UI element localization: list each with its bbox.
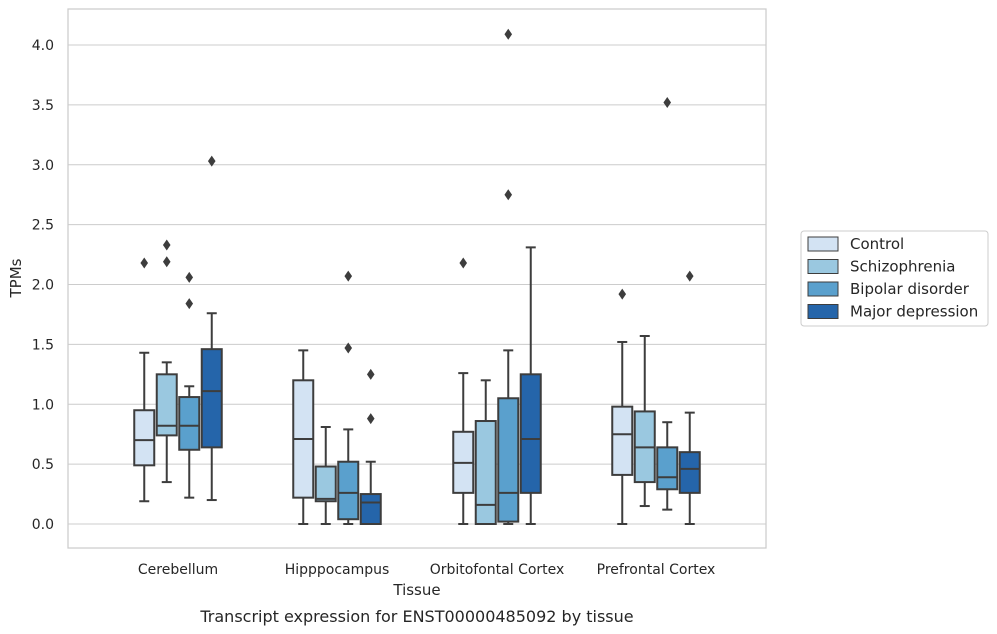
box [474,379,497,526]
x-tick-label: Hipppocampus [285,562,390,578]
box [200,155,223,502]
y-tick-label: 3.5 [32,98,54,114]
y-tick-label: 1.5 [32,337,54,353]
y-tick-label: 2.0 [32,278,54,294]
outlier-point [663,96,672,108]
box [497,28,520,525]
outlier-point [366,413,375,425]
x-tick-labels: Cerebellum Hipppocampus Orbitofontal Corte… [138,562,715,578]
box-body [314,465,337,503]
legend-swatch [807,236,839,252]
legend-swatch [807,304,839,319]
legend-items: Control Schizophrenia Bipolar disorder Majo… [807,235,978,321]
y-axis-title: TPMs [7,258,25,298]
x-axis-title: Tissue [392,581,440,599]
box [633,334,656,508]
box [155,239,178,484]
box-body [656,446,679,491]
outlier-point [162,239,171,251]
box-series [133,257,634,525]
outlier-point [162,256,171,268]
box-body [359,493,382,525]
y-tick-label: 1.0 [32,397,54,413]
y-tick-label: 0.0 [32,517,54,533]
box-body [133,409,156,467]
legend-label: Major depression [850,303,978,321]
legend: Control Schizophrenia Bipolar disorder Majo… [800,230,989,327]
box-series [155,239,656,526]
y-tick-labels: 0.0 0.5 1.0 1.5 2.0 2.5 3.0 3.5 4.0 [32,38,54,533]
outlier-point [344,270,353,282]
legend-swatch [807,259,839,274]
box [178,271,201,499]
box-body [497,397,520,523]
legend-label: Schizophrenia [850,258,955,276]
box-series [200,155,701,525]
legend-label: Bipolar disorder [850,280,970,298]
box-body [474,420,497,526]
plot-area-frame [67,8,767,549]
box [611,288,634,525]
outlier-point [685,270,694,282]
outlier-point [504,28,513,40]
outlier-point [344,342,353,354]
box-body [178,396,201,451]
box-series [178,28,679,525]
outlier-point [185,271,194,283]
outlier-point [504,189,513,201]
box-series-layer [133,28,701,526]
box [519,246,542,525]
x-tick-label: Orbitofontal Cortex [430,562,565,578]
box [292,349,315,525]
legend-swatch [807,281,839,297]
outlier-point [459,257,468,269]
box [133,257,156,503]
box [656,96,679,511]
box-body [678,451,701,494]
y-tick-label: 2.5 [32,218,54,234]
box [452,257,475,525]
box-body [155,373,178,437]
outlier-point [366,368,375,380]
box-body [337,460,360,521]
outlier-point [618,288,627,300]
outlier-point [185,298,194,310]
outlier-point [140,257,149,269]
box-body [200,348,223,449]
chart-caption: Transcript expression for ENST0000048509… [199,607,633,626]
box-body [611,405,634,476]
x-tick-label: Prefrontal Cortex [597,562,716,578]
box [359,368,382,525]
box [337,270,360,525]
y-tick-label: 4.0 [32,38,54,54]
legend-label: Control [850,235,904,253]
legend-frame [800,230,989,327]
box-body [519,373,542,494]
y-tick-label: 0.5 [32,457,54,473]
box [678,270,701,525]
x-tick-label: Cerebellum [138,562,218,578]
box [314,426,337,525]
outlier-point [207,155,216,167]
y-tick-label: 3.0 [32,158,54,174]
